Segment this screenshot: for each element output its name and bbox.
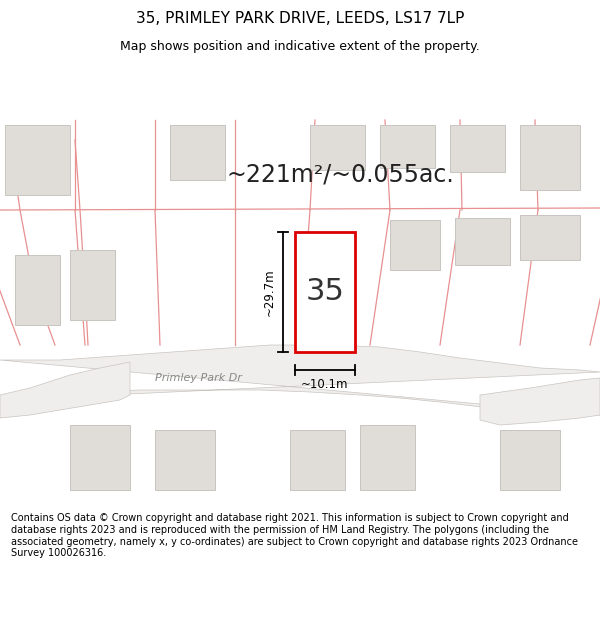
Text: Contains OS data © Crown copyright and database right 2021. This information is : Contains OS data © Crown copyright and d… [11, 514, 578, 558]
Text: ~29.7m: ~29.7m [263, 268, 276, 316]
Polygon shape [155, 430, 215, 490]
Polygon shape [380, 125, 435, 168]
Polygon shape [360, 425, 415, 490]
Text: ~10.1m: ~10.1m [301, 378, 349, 391]
Polygon shape [455, 218, 510, 265]
Text: 35: 35 [305, 278, 344, 306]
Polygon shape [15, 255, 60, 325]
Text: ~221m²/~0.055ac.: ~221m²/~0.055ac. [226, 163, 454, 187]
Polygon shape [0, 345, 600, 415]
Polygon shape [290, 430, 345, 490]
Text: Map shows position and indicative extent of the property.: Map shows position and indicative extent… [120, 40, 480, 53]
Polygon shape [70, 425, 130, 490]
Polygon shape [0, 60, 600, 510]
Polygon shape [0, 362, 130, 418]
Polygon shape [500, 430, 560, 490]
Polygon shape [520, 215, 580, 260]
Polygon shape [5, 125, 70, 195]
Polygon shape [70, 250, 115, 320]
Polygon shape [450, 125, 505, 172]
Polygon shape [520, 125, 580, 190]
Polygon shape [480, 378, 600, 425]
Polygon shape [295, 232, 355, 352]
Polygon shape [170, 125, 225, 180]
Text: 35, PRIMLEY PARK DRIVE, LEEDS, LS17 7LP: 35, PRIMLEY PARK DRIVE, LEEDS, LS17 7LP [136, 11, 464, 26]
Text: Primley Park Dr: Primley Park Dr [155, 373, 242, 383]
Polygon shape [390, 220, 440, 270]
Polygon shape [310, 125, 365, 170]
Polygon shape [170, 125, 225, 180]
